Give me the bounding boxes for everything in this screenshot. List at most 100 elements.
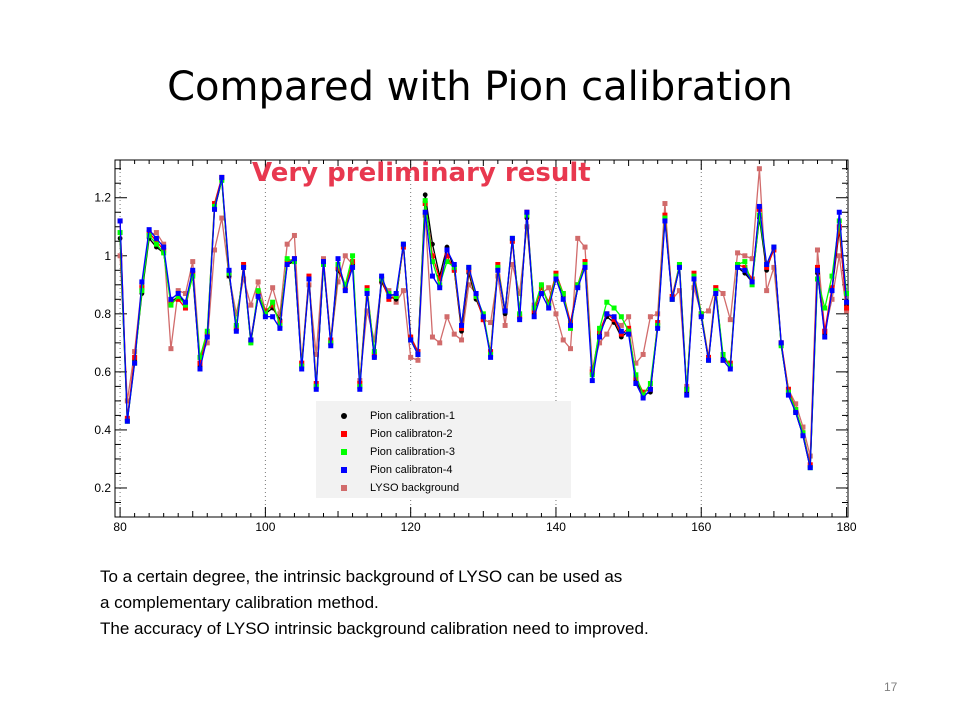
data-point (618, 322, 624, 328)
data-point (335, 256, 341, 262)
data-point (626, 325, 632, 331)
data-point (124, 418, 130, 424)
data-point (749, 279, 755, 285)
data-point (371, 337, 377, 343)
data-point (270, 299, 276, 305)
data-point (117, 218, 123, 224)
data-point (626, 314, 632, 320)
data-point (553, 276, 559, 282)
data-point (233, 328, 239, 334)
data-point (124, 398, 130, 404)
data-point (567, 325, 573, 331)
data-point (255, 288, 261, 294)
data-point (451, 331, 457, 337)
legend-item: Pion calibration-1 (316, 408, 571, 426)
data-point (364, 308, 370, 314)
data-point (633, 375, 639, 381)
data-point (749, 282, 755, 288)
data-point (386, 288, 392, 294)
data-point (182, 299, 188, 305)
data-point (357, 386, 363, 392)
data-point (582, 244, 588, 250)
data-point (190, 267, 196, 273)
data-point (495, 261, 501, 267)
data-point (219, 215, 225, 221)
data-point (364, 288, 370, 294)
data-point (480, 314, 486, 320)
slide-title: Compared with Pion calibration (167, 64, 793, 110)
data-point (350, 253, 356, 259)
y-tick-label: 0.6 (94, 365, 111, 379)
data-point (262, 311, 268, 317)
data-point (473, 293, 479, 299)
data-point (597, 325, 603, 331)
legend-item: LYSO background (316, 480, 571, 498)
legend-label: Pion calibration-1 (370, 410, 455, 422)
body-line: a complementary calibration method. (100, 593, 379, 612)
data-point (299, 366, 305, 372)
data-point (212, 247, 218, 253)
legend-marker (341, 413, 347, 419)
data-point (371, 354, 377, 360)
data-point (531, 314, 537, 320)
data-point (589, 378, 595, 384)
data-point (560, 296, 566, 302)
data-point (306, 273, 312, 279)
data-point (212, 201, 218, 207)
data-point (444, 314, 450, 320)
data-point (691, 276, 697, 282)
y-tick-label: 0.8 (94, 307, 111, 321)
data-point (175, 288, 181, 294)
data-point (604, 311, 610, 317)
data-point (756, 166, 762, 172)
data-point (168, 346, 174, 352)
chart-annotation: Very preliminary result (252, 158, 591, 188)
data-point (771, 244, 777, 250)
data-point (735, 261, 741, 267)
data-point (161, 250, 167, 256)
data-point (291, 232, 297, 238)
data-point (262, 314, 268, 320)
data-point (393, 293, 399, 299)
data-point (691, 273, 697, 279)
data-point (640, 392, 646, 398)
data-point (270, 285, 276, 291)
data-point (233, 311, 239, 317)
data-point (313, 351, 319, 357)
data-point (524, 224, 530, 230)
data-point (546, 299, 552, 305)
data-point (749, 256, 755, 262)
data-point (611, 314, 617, 320)
data-point (713, 288, 719, 294)
data-point (640, 395, 646, 401)
data-point (429, 259, 435, 265)
data-point (342, 253, 348, 259)
data-point (466, 282, 472, 288)
data-point (168, 296, 174, 302)
data-point (662, 201, 668, 207)
data-point (386, 296, 392, 302)
data-point (313, 386, 319, 392)
data-point (480, 311, 486, 317)
data-point (241, 261, 247, 267)
data-point (662, 218, 668, 224)
data-point (756, 203, 762, 209)
x-tick-label: 100 (255, 520, 275, 534)
data-point (618, 314, 624, 320)
data-point (560, 291, 566, 297)
data-point (676, 264, 682, 270)
legend-marker (341, 449, 347, 455)
chart: 80 100 120 140 160 180 0.2 0.4 0.6 0.8 1 1.2 (94, 159, 857, 534)
data-point (553, 270, 559, 276)
data-point (829, 288, 835, 294)
legend-item: Pion calibraton-2 (316, 426, 571, 444)
data-point (720, 357, 726, 363)
data-point (713, 291, 719, 297)
data-point (204, 340, 210, 346)
legend-label: Pion calibraton-4 (370, 464, 453, 476)
data-point (553, 273, 559, 279)
data-point (706, 357, 712, 363)
data-point (262, 308, 268, 314)
data-point (640, 351, 646, 357)
data-point (524, 209, 530, 215)
